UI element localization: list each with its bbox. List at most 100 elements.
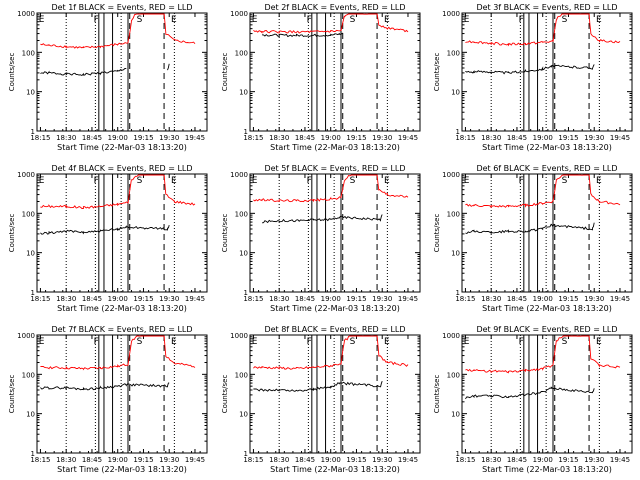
- x-tick-label: 19:15: [558, 134, 578, 142]
- x-tick-label: 18:30: [481, 134, 501, 142]
- x-tick-label: 19:45: [610, 134, 630, 142]
- marker-label: E: [171, 337, 177, 347]
- plot-frame: [461, 173, 633, 293]
- marker-label: E: [596, 337, 602, 347]
- x-tick-label: 18:45: [507, 456, 527, 464]
- marker-label: S: [350, 15, 356, 25]
- marker-label: S: [350, 176, 356, 186]
- marker-label: E: [39, 337, 45, 347]
- marker-label: F: [307, 176, 312, 186]
- marker-label: F: [307, 337, 312, 347]
- x-tick-label: 18:15: [30, 456, 50, 464]
- x-tick-label: 18:45: [507, 134, 527, 142]
- series-line-lld: [40, 13, 196, 49]
- marker-label: E: [171, 176, 177, 186]
- series-line-events: [465, 386, 595, 400]
- marker-label: S: [562, 176, 568, 186]
- y-tick-label: 1000: [230, 332, 248, 340]
- marker-label: E: [384, 176, 390, 186]
- plot-frame: [36, 12, 208, 132]
- x-axis-label: Start Time (22-Mar-03 18:13:20): [57, 304, 187, 313]
- series-line-events: [253, 381, 383, 392]
- x-tick-label: 18:30: [269, 134, 289, 142]
- series-line-lld: [465, 13, 621, 47]
- x-axis-label: Start Time (22-Mar-03 18:13:20): [270, 143, 400, 152]
- y-tick-label: 100: [235, 371, 248, 379]
- y-tick-label: 100: [235, 210, 248, 218]
- marker-label: F: [94, 176, 99, 186]
- y-axis-label: Counts/sec: [8, 375, 16, 414]
- y-tick-label: 1: [244, 128, 248, 136]
- x-tick-label: 18:45: [507, 295, 527, 303]
- x-tick-label: 18:15: [243, 456, 263, 464]
- panel-2: Det 2f BLACK = Events, RED = LLD Counts/s…: [221, 3, 421, 152]
- y-tick-label: 10: [26, 250, 35, 258]
- panel-7: Det 7f BLACK = Events, RED = LLD Counts/s…: [8, 325, 208, 474]
- x-tick-label: 19:45: [610, 456, 630, 464]
- marker-label: E: [252, 176, 258, 186]
- y-tick-label: 100: [22, 371, 35, 379]
- marker-label: F: [519, 337, 524, 347]
- x-tick-label: 19:45: [398, 456, 418, 464]
- marker-label: F: [94, 15, 99, 25]
- y-tick-label: 100: [22, 49, 35, 57]
- x-tick-label: 18:15: [455, 295, 475, 303]
- y-tick-label: 10: [26, 411, 35, 419]
- plot-frame: [249, 173, 421, 293]
- x-tick-label: 19:00: [321, 134, 341, 142]
- plot-frame: [249, 334, 421, 454]
- x-tick-label: 18:30: [56, 134, 76, 142]
- x-tick-label: 18:15: [243, 134, 263, 142]
- x-tick-label: 19:30: [584, 134, 604, 142]
- plot-frame: [461, 334, 633, 454]
- marker-label: S: [350, 337, 356, 347]
- y-tick-label: 100: [447, 49, 460, 57]
- series-line-lld: [253, 174, 409, 203]
- x-axis-label: Start Time (22-Mar-03 18:13:20): [482, 465, 612, 474]
- y-tick-label: 1000: [230, 10, 248, 18]
- chart-title: Det 6f BLACK = Events, RED = LLD: [476, 164, 617, 173]
- chart-title: Det 3f BLACK = Events, RED = LLD: [476, 3, 617, 12]
- x-tick-label: 18:15: [455, 134, 475, 142]
- x-tick-label: 19:15: [558, 456, 578, 464]
- x-tick-label: 19:30: [584, 295, 604, 303]
- x-tick-label: 19:30: [372, 295, 392, 303]
- x-tick-label: 19:30: [372, 456, 392, 464]
- marker-label: E: [464, 176, 470, 186]
- marker-label: E: [171, 15, 177, 25]
- y-tick-label: 10: [239, 411, 248, 419]
- y-tick-label: 1: [244, 289, 248, 297]
- x-tick-label: 18:15: [455, 456, 475, 464]
- marker-label: S: [137, 337, 143, 347]
- x-tick-label: 18:45: [82, 134, 102, 142]
- series-line-lld: [253, 335, 409, 370]
- x-tick-label: 18:15: [243, 295, 263, 303]
- x-axis-label: Start Time (22-Mar-03 18:13:20): [482, 304, 612, 313]
- plot-frame: [36, 334, 208, 454]
- panel-5: Det 5f BLACK = Events, RED = LLD Counts/s…: [221, 164, 421, 313]
- marker-label: E: [39, 15, 45, 25]
- series-line-events: [465, 64, 595, 75]
- chart-title: Det 4f BLACK = Events, RED = LLD: [51, 164, 192, 173]
- marker-label: E: [384, 337, 390, 347]
- y-tick-label: 100: [235, 49, 248, 57]
- x-tick-label: 18:30: [269, 456, 289, 464]
- series-line-events: [40, 63, 170, 77]
- panel-8: Det 8f BLACK = Events, RED = LLD Counts/s…: [221, 325, 421, 474]
- x-tick-label: 19:30: [159, 456, 179, 464]
- chart-title: Det 5f BLACK = Events, RED = LLD: [264, 164, 405, 173]
- y-tick-label: 10: [451, 411, 460, 419]
- y-tick-label: 1: [31, 450, 35, 458]
- y-axis-label: Counts/sec: [433, 214, 441, 253]
- y-tick-label: 1000: [17, 10, 35, 18]
- y-tick-label: 1000: [442, 10, 460, 18]
- x-tick-label: 18:45: [295, 295, 315, 303]
- marker-label: E: [39, 176, 45, 186]
- y-tick-label: 1000: [442, 332, 460, 340]
- x-tick-label: 19:00: [108, 134, 128, 142]
- marker-label: F: [519, 176, 524, 186]
- chart-title: Det 7f BLACK = Events, RED = LLD: [51, 325, 192, 334]
- y-axis-label: Counts/sec: [433, 375, 441, 414]
- y-tick-label: 1000: [17, 332, 35, 340]
